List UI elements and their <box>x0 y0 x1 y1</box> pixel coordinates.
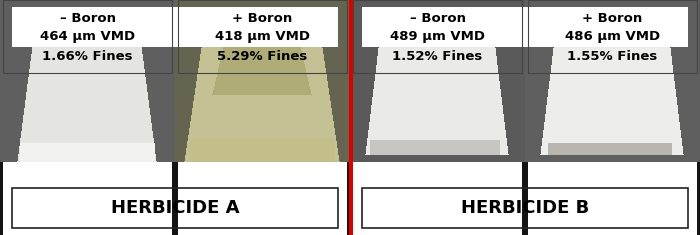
Text: HERBICIDE B: HERBICIDE B <box>461 199 589 217</box>
Bar <box>12 188 338 228</box>
Bar <box>528 0 697 73</box>
Text: 1.66% Fines: 1.66% Fines <box>42 50 133 63</box>
Text: 489 μm VMD: 489 μm VMD <box>390 30 485 43</box>
Text: 418 μm VMD: 418 μm VMD <box>215 30 310 43</box>
Text: + Boron: + Boron <box>582 12 643 25</box>
Bar <box>178 0 347 73</box>
Text: 464 μm VMD: 464 μm VMD <box>40 30 135 43</box>
Text: 5.29% Fines: 5.29% Fines <box>218 50 307 63</box>
Text: + Boron: + Boron <box>232 12 293 25</box>
Text: – Boron: – Boron <box>410 12 466 25</box>
Text: 1.55% Fines: 1.55% Fines <box>568 50 657 63</box>
Bar <box>362 188 688 228</box>
Text: HERBICIDE A: HERBICIDE A <box>111 199 239 217</box>
Text: 486 μm VMD: 486 μm VMD <box>565 30 660 43</box>
Text: – Boron: – Boron <box>60 12 116 25</box>
Bar <box>353 0 522 73</box>
Text: 1.52% Fines: 1.52% Fines <box>393 50 482 63</box>
Bar <box>3 0 172 73</box>
